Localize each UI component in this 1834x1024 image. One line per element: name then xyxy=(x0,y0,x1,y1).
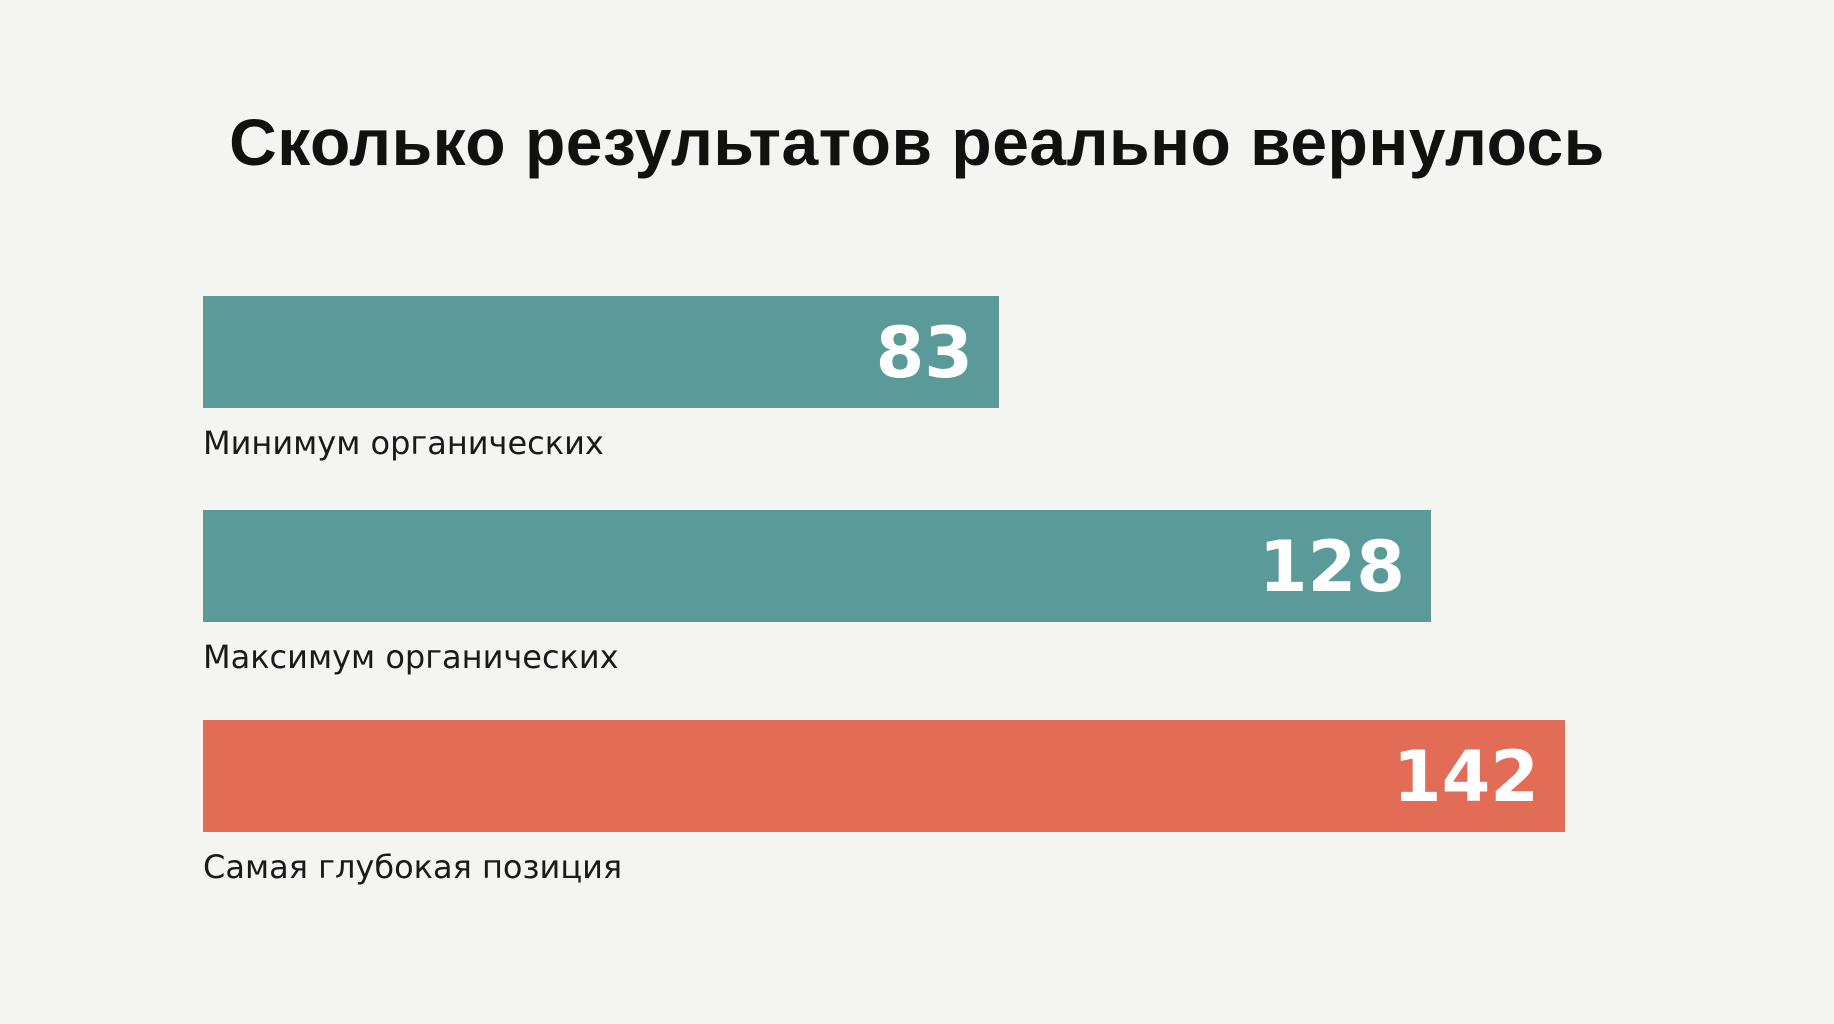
bar-value-label: 83 xyxy=(876,312,973,394)
chart-title: Сколько результатов реально вернулось xyxy=(229,105,1605,179)
category-label: Минимум органических xyxy=(203,424,604,462)
category-label: Максимум органических xyxy=(203,638,619,676)
bar-value-label: 128 xyxy=(1259,526,1405,608)
category-label: Самая глубокая позиция xyxy=(203,848,622,886)
bar xyxy=(203,720,1565,832)
bar xyxy=(203,510,1431,622)
bar xyxy=(203,296,999,408)
bar-value-label: 142 xyxy=(1393,736,1539,818)
